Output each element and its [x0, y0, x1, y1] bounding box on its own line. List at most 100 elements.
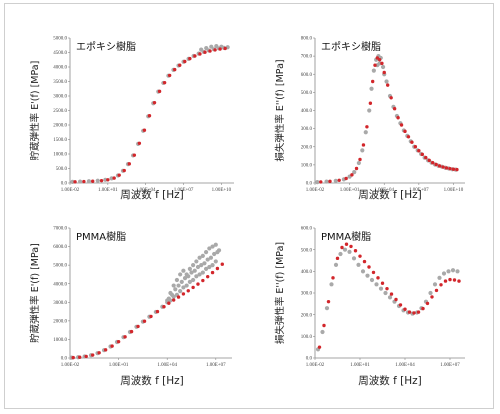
- x-tick-label: 1.00E+01: [98, 188, 118, 193]
- data-point: [171, 294, 176, 299]
- y-tick-label: 0.0: [61, 357, 68, 362]
- data-point: [403, 129, 407, 134]
- data-point: [434, 288, 439, 293]
- data-point: [193, 54, 197, 58]
- data-point: [424, 155, 428, 160]
- data-point: [392, 106, 397, 111]
- data-point: [370, 79, 375, 84]
- y-tick-label: 2000.0: [53, 319, 67, 324]
- data-point: [70, 179, 75, 184]
- x-axis-label: 周波数 f [Hz]: [120, 374, 183, 387]
- data-point: [103, 348, 108, 352]
- data-point: [353, 249, 358, 253]
- figure-frame: [4, 3, 494, 409]
- data-point: [137, 141, 142, 145]
- data-point: [361, 143, 366, 147]
- data-point: [342, 247, 348, 252]
- series-red: [319, 56, 459, 184]
- data-point: [213, 242, 218, 247]
- y-axis-label: 貯蔵弾性率 E'(f) [MPa]: [29, 61, 41, 161]
- data-point: [204, 46, 209, 51]
- data-point: [389, 96, 393, 100]
- x-tick-label: 1.00E-02: [306, 363, 325, 368]
- data-point: [362, 259, 367, 264]
- data-point: [214, 44, 219, 49]
- data-point: [328, 179, 332, 184]
- data-point: [448, 166, 452, 171]
- data-point: [174, 277, 180, 283]
- data-point: [371, 270, 376, 275]
- data-point: [209, 44, 214, 49]
- data-point: [207, 246, 212, 251]
- data-point: [208, 49, 212, 53]
- data-point: [149, 314, 153, 319]
- x-tick-label: 1.00E+07: [440, 363, 460, 368]
- data-point: [380, 64, 386, 70]
- data-point: [421, 306, 425, 311]
- data-point: [218, 47, 222, 51]
- data-point: [179, 279, 184, 284]
- data-point: [382, 70, 386, 75]
- data-point: [315, 179, 320, 185]
- data-point: [210, 244, 215, 249]
- data-point: [162, 305, 166, 309]
- data-point: [394, 297, 398, 302]
- data-point: [427, 158, 431, 163]
- data-point: [152, 100, 157, 105]
- data-point: [326, 299, 331, 304]
- data-point: [212, 251, 217, 257]
- series-gray: [70, 44, 230, 184]
- data-point: [184, 283, 189, 288]
- x-tick-label: 1.00E+10: [444, 188, 464, 193]
- y-tick-label: 700.0: [301, 55, 313, 60]
- data-point: [95, 178, 100, 183]
- x-axis-label: 周波数 f [Hz]: [358, 188, 421, 201]
- data-point: [333, 178, 338, 183]
- data-point: [399, 123, 404, 127]
- data-point: [202, 261, 207, 266]
- data-point: [194, 259, 199, 264]
- data-point: [437, 275, 442, 280]
- data-point: [373, 63, 377, 67]
- data-point: [457, 279, 461, 283]
- data-point: [417, 149, 421, 153]
- y-tick-label: 400.0: [301, 270, 313, 275]
- data-point: [142, 319, 147, 323]
- data-point: [167, 301, 171, 305]
- y-tick-label: 4000.0: [53, 282, 67, 287]
- data-point: [215, 266, 220, 271]
- data-point: [441, 165, 445, 169]
- chart-panel-1: 0.0 500.0 1000.0 1500.0 2000.0 2500.0 3000.0 35…: [29, 37, 234, 201]
- y-tick-label: 5000.0: [53, 37, 67, 42]
- data-point: [97, 351, 101, 355]
- data-point: [213, 48, 217, 52]
- data-point: [181, 268, 186, 273]
- y-tick-label: 3000.0: [53, 301, 67, 306]
- data-point: [363, 130, 368, 135]
- data-point: [403, 307, 407, 311]
- data-point: [200, 270, 205, 275]
- x-tick-label: 1.00E-02: [61, 363, 80, 368]
- data-point: [173, 67, 177, 72]
- data-point: [199, 263, 204, 268]
- data-point: [335, 256, 340, 261]
- y-tick-label: 0.0: [306, 182, 313, 187]
- data-point: [451, 167, 456, 171]
- data-point: [331, 276, 335, 280]
- y-tick-label: 500.0: [56, 167, 68, 172]
- data-point: [203, 50, 207, 54]
- data-point: [191, 285, 195, 290]
- data-point: [142, 128, 147, 132]
- y-tick-label: 500.0: [301, 91, 313, 96]
- data-point: [349, 244, 353, 249]
- data-point: [73, 180, 77, 184]
- y-tick-label: 1000.0: [53, 153, 67, 158]
- data-point: [432, 282, 438, 287]
- data-point: [356, 262, 361, 267]
- data-point: [406, 135, 411, 139]
- y-tick-label: 600.0: [301, 227, 313, 232]
- data-point: [358, 157, 362, 162]
- data-point: [210, 263, 215, 268]
- y-tick-label: 200.0: [301, 145, 313, 150]
- x-tick-label: 1.00E-02: [61, 188, 80, 193]
